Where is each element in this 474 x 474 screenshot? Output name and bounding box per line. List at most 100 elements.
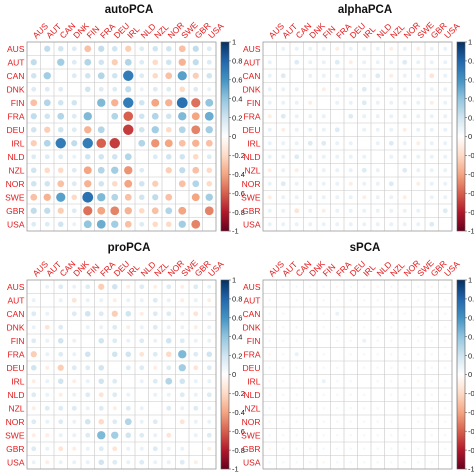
correlation-mark xyxy=(98,392,104,398)
correlation-mark xyxy=(152,72,159,79)
correlation-mark xyxy=(207,311,212,316)
correlation-mark xyxy=(206,180,213,187)
correlation-mark xyxy=(442,208,448,214)
correlation-mark xyxy=(83,166,92,175)
correlation-mark xyxy=(152,378,158,384)
correlation-mark xyxy=(295,406,299,410)
correlation-mark xyxy=(206,365,212,371)
correlation-mark xyxy=(111,220,119,228)
correlation-mark xyxy=(389,154,394,159)
correlation-mark xyxy=(362,181,367,186)
correlation-mark xyxy=(72,433,77,438)
correlation-mark xyxy=(110,206,120,216)
correlation-mark xyxy=(72,446,77,451)
correlation-mark xyxy=(416,208,421,213)
correlation-mark xyxy=(403,393,407,397)
correlation-mark xyxy=(322,352,326,356)
correlation-mark xyxy=(112,378,118,384)
correlation-mark xyxy=(402,141,407,146)
correlation-mark xyxy=(98,153,105,160)
correlation-mark xyxy=(152,351,158,357)
correlation-mark xyxy=(30,99,38,107)
correlation-mark xyxy=(112,392,118,398)
row-label: SWE xyxy=(241,430,261,440)
correlation-mark xyxy=(268,312,272,316)
correlation-mark xyxy=(152,297,158,303)
row-label: IRL xyxy=(247,376,261,386)
correlation-mark xyxy=(321,87,326,92)
correlation-mark xyxy=(193,284,199,290)
correlation-mark xyxy=(151,98,160,107)
correlation-mark xyxy=(192,153,199,160)
correlation-mark xyxy=(362,420,366,424)
correlation-mark xyxy=(83,112,92,121)
correlation-mark xyxy=(402,127,407,132)
grid-frame xyxy=(262,41,453,232)
correlation-mark xyxy=(389,100,394,105)
colorbar-tick-label: 0.2 xyxy=(468,351,474,360)
correlation-mark xyxy=(281,379,285,383)
correlation-mark xyxy=(166,365,172,371)
correlation-mark xyxy=(165,221,172,228)
correlation-mark xyxy=(97,166,105,174)
correlation-mark xyxy=(191,112,200,121)
colorbar-tick-label: -0.6 xyxy=(232,189,245,198)
correlation-mark xyxy=(443,393,447,397)
correlation-mark xyxy=(192,72,199,79)
correlation-mark xyxy=(389,339,393,343)
row-label: DEU xyxy=(243,363,261,373)
correlation-mark xyxy=(111,431,119,439)
correlation-mark xyxy=(178,206,187,215)
correlation-mark xyxy=(416,87,421,92)
correlation-mark xyxy=(58,405,64,411)
row-label: GBR xyxy=(6,444,24,454)
correlation-mark xyxy=(308,114,313,119)
correlation-mark xyxy=(111,166,119,174)
correlation-mark xyxy=(416,222,421,227)
correlation-mark xyxy=(153,365,158,370)
correlation-mark xyxy=(389,87,394,92)
correlation-mark xyxy=(180,298,185,303)
correlation-mark xyxy=(308,393,312,397)
correlation-mark xyxy=(138,139,146,147)
correlation-mark xyxy=(348,195,353,200)
correlation-mark xyxy=(84,72,91,79)
correlation-mark xyxy=(126,460,131,465)
correlation-mark xyxy=(295,339,299,343)
correlation-mark xyxy=(152,59,159,66)
correlation-mark xyxy=(165,193,173,201)
correlation-mark xyxy=(335,222,340,227)
correlation-mark xyxy=(281,325,285,329)
colorbar-tick-label: 0.4 xyxy=(232,94,242,103)
correlation-mark xyxy=(124,193,132,201)
correlation-mark xyxy=(44,126,51,133)
correlation-mark xyxy=(109,138,120,149)
correlation-mark xyxy=(58,284,64,290)
correlation-mark xyxy=(112,446,118,452)
correlation-mark xyxy=(44,207,51,214)
correlation-mark xyxy=(402,195,407,200)
correlation-mark xyxy=(443,195,448,200)
correlation-mark xyxy=(123,97,134,108)
correlation-mark xyxy=(416,73,421,78)
correlation-mark xyxy=(111,59,118,66)
correlation-mark xyxy=(206,351,213,358)
correlation-mark xyxy=(376,339,380,343)
correlation-mark xyxy=(166,311,172,317)
correlation-mark xyxy=(84,86,91,93)
correlation-mark xyxy=(348,100,353,105)
correlation-mark xyxy=(335,460,339,464)
correlation-mark xyxy=(97,431,106,440)
colorbar-tick-label: 0.8 xyxy=(232,57,242,66)
correlation-mark xyxy=(322,285,326,289)
correlation-mark xyxy=(295,285,299,289)
correlation-mark xyxy=(97,126,105,134)
correlation-mark xyxy=(165,167,172,174)
correlation-mark xyxy=(376,298,380,302)
correlation-mark xyxy=(30,113,37,120)
correlation-mark xyxy=(389,447,393,451)
correlation-mark xyxy=(123,124,134,135)
correlation-mark xyxy=(389,325,393,329)
row-label: USA xyxy=(7,457,25,467)
correlation-mark xyxy=(44,221,50,227)
